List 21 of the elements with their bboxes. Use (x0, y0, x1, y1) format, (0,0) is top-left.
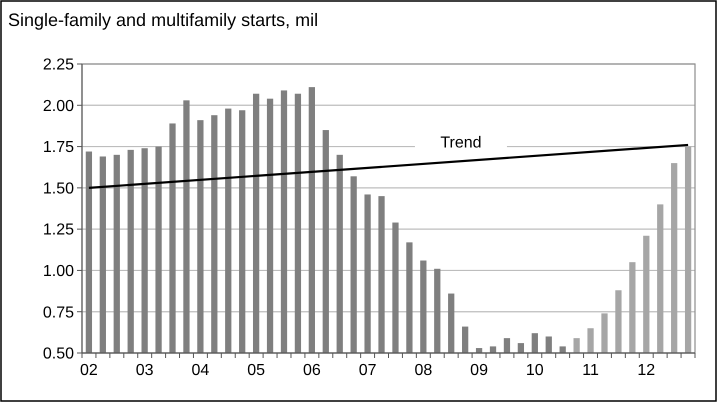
x-tick-label: 02 (80, 362, 98, 379)
y-tick-label: 1.00 (42, 263, 74, 280)
annotation: Trend (440, 134, 482, 152)
y-tick-label: 1.25 (42, 222, 74, 239)
y-tick-label: 1.50 (42, 180, 74, 198)
y-tick-label: 2.00 (42, 98, 74, 115)
x-tick-label: 04 (191, 362, 210, 379)
x-tick-label: 10 (526, 362, 544, 379)
x-tick-label: 12 (637, 362, 656, 379)
y-tick-label: 1.75 (42, 139, 74, 156)
x-tick-label: 07 (358, 362, 377, 379)
chart-title: Single-family and multifamily starts, mil (8, 10, 318, 30)
y-tick-label: 0.75 (42, 304, 74, 322)
x-tick-label: 08 (414, 362, 432, 379)
x-tick-label: 11 (582, 362, 599, 379)
y-tick-label: 0.50 (42, 346, 74, 363)
x-tick-label: 06 (302, 362, 321, 379)
x-tick-label: 05 (247, 362, 266, 379)
x-tick-label: 09 (470, 362, 488, 379)
y-tick-label: 2.25 (42, 56, 74, 74)
x-tick-label: 03 (136, 362, 154, 379)
